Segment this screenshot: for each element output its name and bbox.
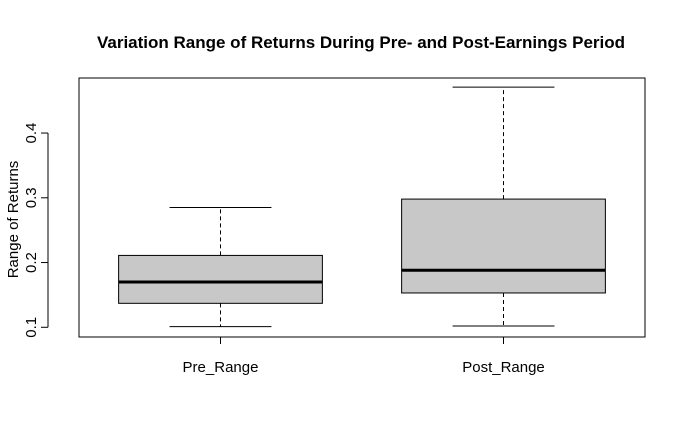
boxes — [118, 86, 606, 328]
y-axis-label: Range of Returns — [5, 161, 22, 279]
y-tick-label: 0.4 — [23, 123, 40, 144]
x-axis: Pre_Range Post_Range — [183, 337, 545, 376]
y-axis: 0.1 0.2 0.3 0.4 — [23, 123, 49, 338]
x-tick-label: Post_Range — [462, 359, 545, 376]
y-tick-label: 0.1 — [23, 317, 40, 338]
box-post-range — [401, 86, 606, 327]
chart-title: Variation Range of Returns During Pre- a… — [97, 33, 625, 52]
plot-frame — [78, 77, 646, 338]
y-tick-label: 0.2 — [23, 252, 40, 273]
x-tick-label: Pre_Range — [183, 359, 259, 376]
iqr-box — [401, 198, 606, 294]
iqr-box — [118, 254, 323, 304]
box-pre-range — [118, 207, 323, 328]
y-tick-label: 0.3 — [23, 187, 40, 208]
